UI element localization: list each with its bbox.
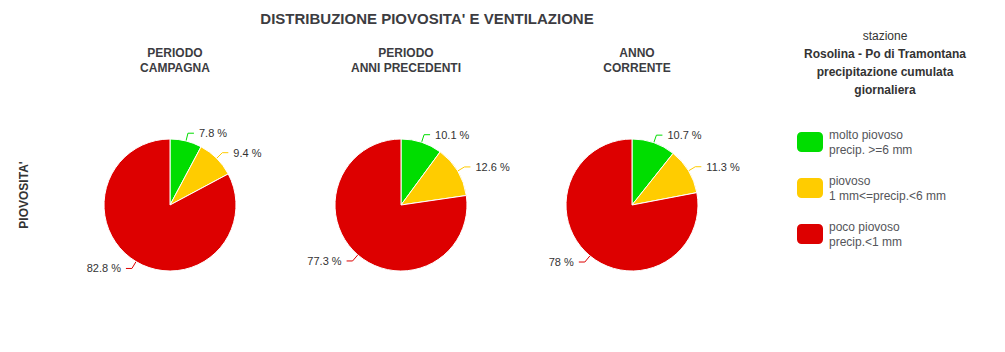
svg-text:82.8 %: 82.8 % — [87, 262, 121, 274]
svg-text:piovoso: piovoso — [829, 174, 871, 188]
svg-text:PERIODO: PERIODO — [147, 46, 202, 60]
svg-text:precip. >=6 mm: precip. >=6 mm — [829, 143, 912, 157]
svg-text:molto piovoso: molto piovoso — [829, 128, 903, 142]
svg-text:precip.<1 mm: precip.<1 mm — [829, 235, 902, 249]
svg-text:DISTRIBUZIONE PIOVOSITA' E VEN: DISTRIBUZIONE PIOVOSITA' E VENTILAZIONE — [260, 10, 593, 27]
svg-text:10.7 %: 10.7 % — [667, 129, 701, 141]
svg-text:giornaliera: giornaliera — [854, 83, 916, 97]
svg-text:ANNO: ANNO — [619, 46, 654, 60]
svg-text:Rosolina - Po di Tramontana: Rosolina - Po di Tramontana — [804, 47, 966, 61]
svg-text:poco piovoso: poco piovoso — [829, 220, 900, 234]
svg-text:77.3 %: 77.3 % — [307, 255, 341, 267]
svg-text:1 mm<=precip.<6 mm: 1 mm<=precip.<6 mm — [829, 189, 946, 203]
svg-text:9.4 %: 9.4 % — [233, 147, 261, 159]
svg-text:PERIODO: PERIODO — [378, 46, 433, 60]
svg-text:ANNI PRECEDENTI: ANNI PRECEDENTI — [351, 61, 461, 75]
svg-text:CAMPAGNA: CAMPAGNA — [140, 61, 210, 75]
svg-text:10.1 %: 10.1 % — [435, 129, 469, 141]
svg-text:precipitazione cumulata: precipitazione cumulata — [817, 65, 954, 79]
svg-text:11.3 %: 11.3 % — [706, 161, 740, 173]
svg-text:7.8 %: 7.8 % — [199, 127, 227, 139]
svg-text:12.6 %: 12.6 % — [475, 161, 509, 173]
svg-text:PIOVOSITA': PIOVOSITA' — [17, 161, 31, 228]
svg-text:stazione: stazione — [863, 29, 908, 43]
svg-text:78 %: 78 % — [549, 256, 574, 268]
svg-text:CORRENTE: CORRENTE — [603, 61, 670, 75]
